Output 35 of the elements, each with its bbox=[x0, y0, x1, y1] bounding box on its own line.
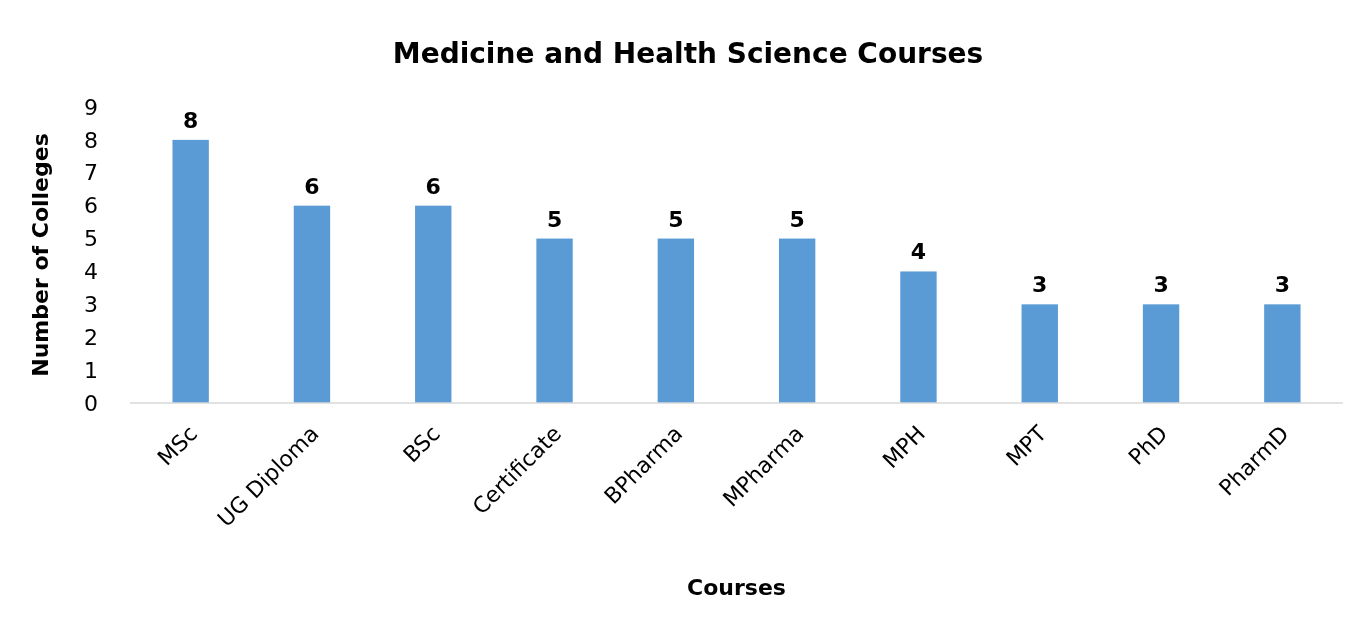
data-label: 5 bbox=[546, 206, 563, 232]
bar bbox=[657, 238, 695, 403]
y-tick-label: 5 bbox=[84, 226, 98, 252]
x-tick-label: MSc bbox=[152, 420, 203, 471]
data-label: 6 bbox=[304, 173, 320, 199]
data-label: 3 bbox=[1032, 272, 1048, 298]
y-tick-label: 2 bbox=[84, 324, 98, 350]
y-tick-label: 6 bbox=[84, 193, 98, 219]
x-axis-title: Courses bbox=[687, 575, 786, 600]
y-tick-label: 9 bbox=[84, 94, 98, 120]
bar bbox=[900, 271, 937, 403]
data-label: 3 bbox=[1274, 272, 1291, 298]
bar bbox=[1264, 304, 1301, 403]
chart-title: Medicine and Health Science Courses bbox=[392, 37, 984, 70]
bar bbox=[415, 205, 452, 403]
bar bbox=[778, 238, 816, 403]
bar bbox=[1021, 304, 1058, 403]
data-label: 6 bbox=[425, 173, 441, 199]
data-label: 5 bbox=[668, 206, 684, 232]
y-tick-label: 7 bbox=[84, 160, 98, 186]
y-tick-label: 1 bbox=[84, 357, 98, 383]
x-tick-label: BSc bbox=[398, 420, 445, 468]
data-label: 8 bbox=[182, 107, 199, 133]
y-tick-label: 3 bbox=[84, 292, 98, 318]
bar bbox=[293, 205, 331, 403]
y-tick-label: 0 bbox=[84, 390, 98, 416]
y-axis-title: Number of Colleges bbox=[28, 133, 53, 377]
data-label: 3 bbox=[1153, 272, 1169, 298]
bar bbox=[1142, 304, 1180, 403]
bar bbox=[536, 238, 573, 403]
bar bbox=[172, 139, 209, 403]
data-label: 4 bbox=[910, 239, 927, 265]
y-tick-label: 4 bbox=[84, 259, 98, 285]
y-tick-label: 8 bbox=[84, 127, 98, 153]
data-label: 5 bbox=[789, 206, 805, 232]
